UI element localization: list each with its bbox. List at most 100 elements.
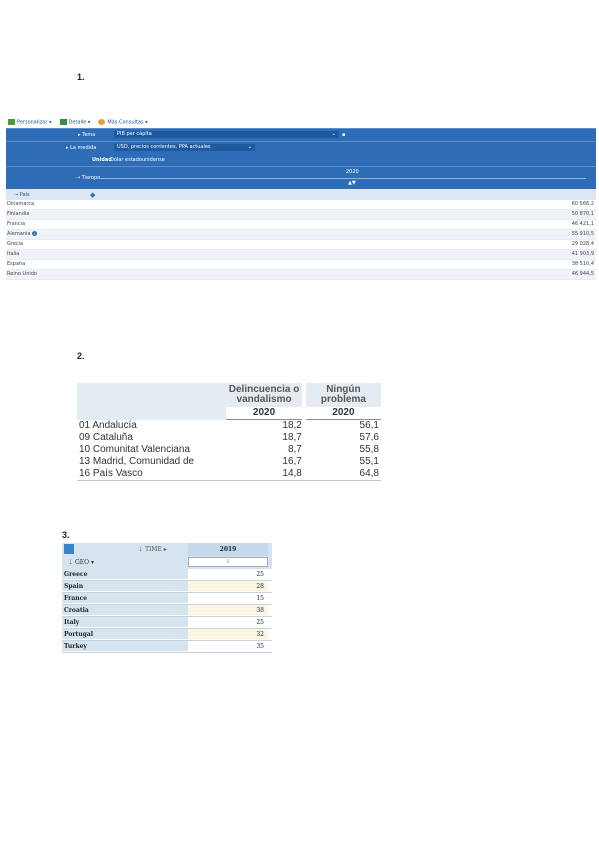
pais-header-row: ⇢ País ◆ (6, 189, 596, 200)
year-header: 2020 (346, 169, 359, 175)
region-cell: 16 País Vasco (77, 468, 227, 481)
time-header-row: ⇣ TIME ▸ 2019 (62, 543, 272, 556)
medida-row: ▸ La medida USD, precios corrientes, PPA… (6, 141, 596, 155)
value-cell: 29 028,4 (571, 241, 594, 247)
table-row: 13 Madrid, Comunidad de 16,7 55,1 (77, 456, 381, 468)
table-row: France 15 (62, 593, 272, 605)
tema-row: ▸ Tema PIB per cápita ⌄ ▪ (6, 128, 596, 141)
sort-arrows-icon[interactable]: ⇅ (188, 557, 268, 567)
chevron-down-icon: ⌄ (331, 131, 336, 137)
value-cell: 25 (256, 619, 264, 626)
country-cell: Portugal (62, 629, 188, 639)
crime-table: Delincuencia o vandalismo Ningún problem… (77, 383, 381, 481)
value-cell: 38 510,4 (571, 261, 594, 267)
personalize-icon (8, 119, 15, 126)
geo-dimension[interactable]: ⇣ GEO ▾ (68, 559, 94, 566)
table-row: Alemania i 55 910,5 (6, 230, 596, 240)
toolbar: Personalizar ▾ Detalle ▾ Más Consultas ▾ (6, 117, 596, 128)
region-cell: 09 Cataluña (79, 432, 133, 443)
personalize-label: Personalizar (17, 119, 48, 126)
geo-header-row: ⇣ GEO ▾ ⇅ (62, 556, 272, 569)
col-header-ningun-problema: Ningún problema (301, 383, 381, 407)
value-cell: 57,6 (359, 432, 379, 443)
sort-arrows-icon[interactable]: ▲▼ (348, 180, 356, 186)
region-cell: 10 Comunitat Valenciana (79, 444, 190, 455)
region-cell: 13 Madrid, Comunidad de (79, 456, 195, 467)
table-row: Dinamarca 60 566,2 (6, 200, 596, 210)
table-row: Francia 46 421,1 (6, 220, 596, 230)
gdp-table-panel: Personalizar ▾ Detalle ▾ Más Consultas ▾… (6, 117, 596, 300)
country-cell: Francia (7, 221, 26, 227)
value-cell: 25 (256, 571, 264, 578)
blank-year-cell (77, 407, 227, 420)
unidad-row: Unidad Dólar estadounidense (6, 155, 596, 166)
grid-icon[interactable] (64, 544, 74, 554)
table-row: Italy 25 (62, 617, 272, 629)
value-cell: 14,8 (226, 468, 304, 481)
table-row: Finlandia 50 870,1 (6, 210, 596, 220)
info-icon[interactable]: ▪ (342, 132, 346, 138)
sort-diamond-icon[interactable]: ◆ (90, 191, 96, 199)
user-icon (98, 119, 106, 126)
table-row: España 38 510,4 (6, 260, 596, 270)
value-cell: 41 903,9 (571, 251, 594, 257)
country-cell: Turkey (62, 641, 188, 651)
value-cell: 16,7 (282, 456, 302, 467)
value-cell: 28 (188, 581, 268, 591)
value-cell: 60 566,2 (571, 201, 594, 207)
value-cell: 46 944,5 (571, 271, 594, 277)
time-dimension[interactable]: ⇣ TIME ▸ (138, 546, 167, 553)
pais-label[interactable]: ⇢ País (14, 192, 30, 198)
country-cell: Finlandia (7, 211, 30, 217)
info-icon[interactable]: i (32, 231, 38, 236)
more-queries-menu[interactable]: Más Consultas ▾ (98, 119, 148, 126)
table-row: Portugal 32 (62, 629, 272, 641)
year-header: 2020 (301, 407, 381, 420)
table-row: Spain 28 (62, 581, 272, 593)
tiempo-label[interactable]: ⇢ Tiempo (76, 175, 101, 181)
country-cell: France (62, 593, 188, 603)
value-cell: 35 (256, 643, 264, 650)
value-cell: 50 870,1 (571, 211, 594, 217)
value-cell: 18,7 (282, 432, 302, 443)
country-cell: Croatia (62, 605, 188, 615)
table-row: 09 Cataluña 18,7 57,6 (77, 432, 381, 444)
country-cell: Italia (7, 251, 20, 257)
chevron-down-icon: ⌄ (247, 144, 252, 150)
tiempo-row: ⇢ Tiempo 2020 ▲▼ (6, 166, 596, 189)
blank-header (77, 383, 227, 407)
details-icon (59, 119, 67, 126)
value-cell: 46 421,1 (571, 221, 594, 227)
details-label: Detalle (68, 119, 87, 126)
value-cell: 8,7 (287, 444, 302, 455)
table-row: Turkey 35 (62, 641, 272, 653)
value-cell: 18,2 (282, 420, 302, 431)
year-header: 2020 (226, 407, 304, 420)
section-number-3: 3. (62, 530, 70, 540)
personalize-menu[interactable]: Personalizar ▾ (8, 119, 52, 126)
value-cell: 38 (188, 605, 268, 615)
divider (92, 178, 586, 179)
geo-rows: Greece 25 Spain 28 France 15 Croatia 38 Ital… (62, 569, 272, 653)
region-cell: 01 Andalucía (79, 419, 137, 431)
country-cell: Dinamarca (7, 201, 35, 207)
value-cell: 55,8 (359, 444, 379, 455)
table-row: 16 País Vasco 14,8 64,8 (77, 468, 381, 481)
table-row: Grecia 29 028,4 (6, 240, 596, 250)
value-cell: 64,8 (303, 468, 381, 481)
details-menu[interactable]: Detalle ▾ (59, 119, 90, 126)
medida-select[interactable]: USD, precios corrientes, PPA actuales ⌄ (114, 144, 255, 151)
table-row: Italia 41 903,9 (6, 250, 596, 260)
section-number-1: 1. (77, 72, 85, 82)
value-cell: 55,1 (359, 456, 379, 467)
tema-select[interactable]: PIB per cápita ⌄ (114, 131, 339, 138)
unidad-label: Unidad (92, 157, 112, 163)
value-cell: 15 (256, 595, 264, 602)
medida-label: ▸ La medida (66, 145, 97, 151)
unidad-value: Dólar estadounidense (110, 157, 165, 163)
country-cell: Reino Unido (7, 271, 37, 277)
table-row: 01 Andalucía 18,2 56,1 (77, 420, 381, 433)
country-cell: España (7, 261, 26, 267)
country-cell: Alemania i (7, 231, 38, 237)
value-cell: 56,1 (359, 420, 379, 431)
